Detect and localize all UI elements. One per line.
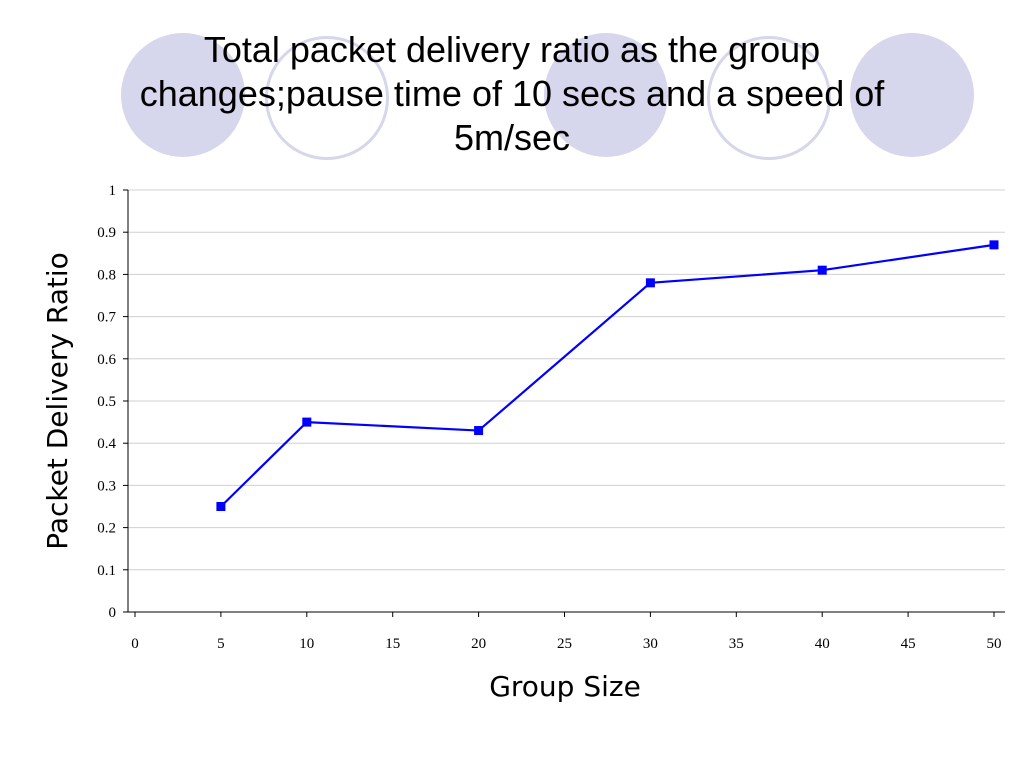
y-tick-label: 1 [109,183,117,199]
x-tick-label: 15 [385,636,400,652]
y-tick-label: 0.4 [97,436,116,452]
y-tick-label: 0.6 [97,352,116,368]
y-tick-label: 0.1 [97,563,116,579]
data-point [474,426,484,436]
y-tick-label: 0.7 [97,310,116,326]
x-tick-label: 50 [987,636,1002,652]
x-tick-label: 25 [557,636,572,652]
x-axis-title: Group Size [489,670,641,703]
x-tick-label: 40 [815,636,830,652]
decorative-circle [121,33,245,157]
x-tick-label: 35 [729,636,744,652]
data-point [645,278,655,288]
decorative-circle [707,36,831,160]
y-tick-label: 0.8 [97,267,116,283]
series-line [220,243,995,508]
y-tick-label: 0.5 [97,394,116,410]
y-tick-label: 0.3 [97,478,116,494]
y-tick-label: 0.2 [97,521,116,537]
data-point [302,417,312,427]
gridlines [128,189,1005,613]
y-axis-title: Packet Delivery Ratio [41,252,74,550]
x-tick-label: 5 [217,636,225,652]
slide-title: Total packet delivery ratio as the group… [40,28,984,160]
axis-ticks: 00.10.20.30.40.50.60.70.80.910 5 10 15 20 25 3… [97,183,1001,652]
title-line: Total packet delivery ratio as the group [203,29,821,70]
x-tick-label: 10 [299,636,314,652]
x-tick-label: 45 [901,636,916,652]
data-point [216,502,226,511]
data-point [989,240,999,250]
title-line: changes;pause time of 10 secs and a spee… [139,73,885,114]
y-tick-label: 0.9 [97,225,116,241]
decorative-circle [850,33,974,157]
data-point [817,265,827,275]
x-tick-label: 30 [643,636,658,652]
decorative-circle [265,36,389,160]
y-tick-label: 0 [109,605,117,621]
data-markers [216,240,999,511]
x-tick-label: 20 [471,636,486,652]
title-line: 5m/sec [453,117,571,158]
decorative-circle [544,33,668,157]
x-tick-label: 0 [131,636,139,652]
